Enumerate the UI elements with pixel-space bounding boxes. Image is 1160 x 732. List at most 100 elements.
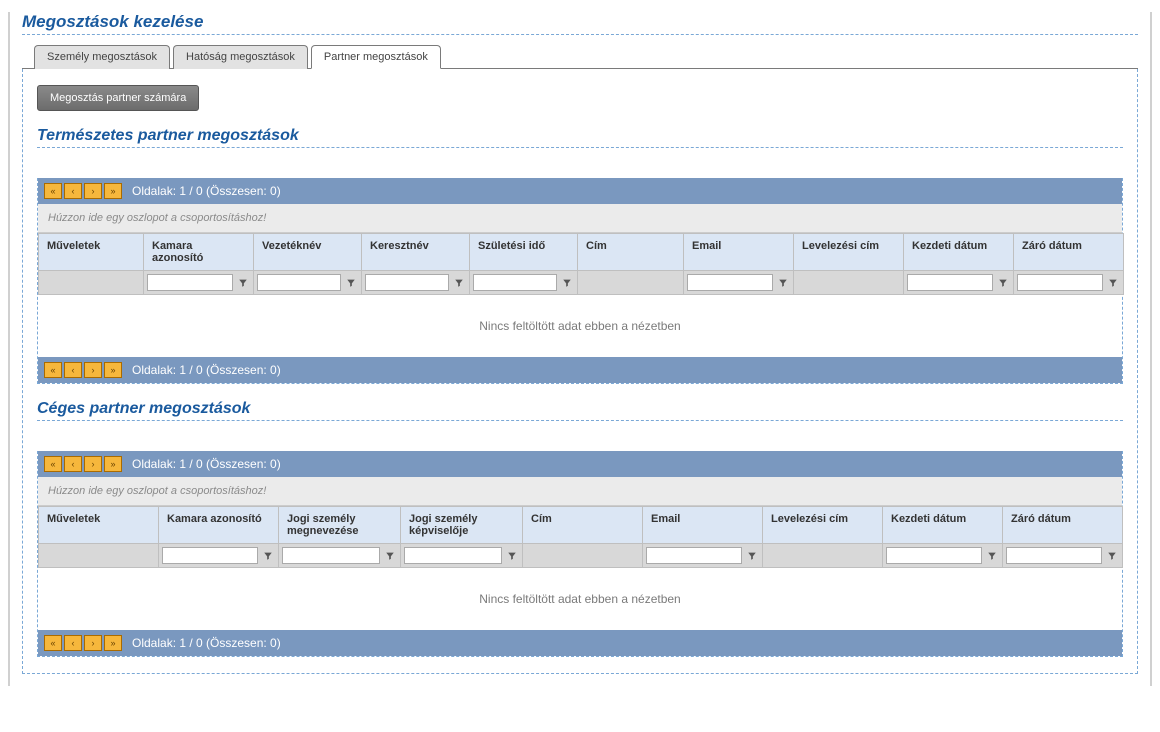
- filter-input[interactable]: [646, 547, 742, 564]
- share-for-partner-button[interactable]: Megosztás partner számára: [37, 85, 199, 111]
- filter-input[interactable]: [365, 274, 449, 291]
- prev-page-button[interactable]: ‹: [64, 456, 82, 472]
- first-page-button[interactable]: «: [44, 635, 62, 651]
- first-page-button[interactable]: «: [44, 362, 62, 378]
- column-header[interactable]: Kamara azonosító: [144, 234, 254, 271]
- column-header[interactable]: Levelezési cím: [794, 234, 904, 271]
- last-page-button[interactable]: »: [104, 183, 122, 199]
- column-header[interactable]: Születési idő: [470, 234, 578, 271]
- filter-input[interactable]: [257, 274, 341, 291]
- next-page-button[interactable]: ›: [84, 362, 102, 378]
- column-header[interactable]: Záró dátum: [1003, 507, 1123, 544]
- pager-info: Oldalak: 1 / 0 (Összesen: 0): [132, 184, 281, 198]
- filter-icon: [562, 278, 572, 288]
- company-grid: « ‹ › » Oldalak: 1 / 0 (Összesen: 0) Húz…: [37, 451, 1123, 657]
- next-page-button[interactable]: ›: [84, 635, 102, 651]
- pager-info: Oldalak: 1 / 0 (Összesen: 0): [132, 457, 281, 471]
- filter-input[interactable]: [907, 274, 993, 291]
- filter-input[interactable]: [147, 274, 233, 291]
- no-data-message: Nincs feltöltött adat ebben a nézetben: [38, 295, 1122, 357]
- next-page-button[interactable]: ›: [84, 183, 102, 199]
- last-page-button[interactable]: »: [104, 456, 122, 472]
- pager-info: Oldalak: 1 / 0 (Összesen: 0): [132, 636, 281, 650]
- filter-menu-button[interactable]: [1106, 275, 1120, 291]
- next-page-button[interactable]: ›: [84, 456, 102, 472]
- column-header[interactable]: Vezetéknév: [254, 234, 362, 271]
- filter-menu-button[interactable]: [452, 275, 466, 291]
- natural-pager-bottom: « ‹ › » Oldalak: 1 / 0 (Összesen: 0): [38, 357, 1122, 383]
- filter-cell: [643, 544, 763, 568]
- column-header[interactable]: Jogi személy képviselője: [401, 507, 523, 544]
- filter-menu-button[interactable]: [505, 548, 519, 564]
- column-header[interactable]: Záró dátum: [1014, 234, 1124, 271]
- company-table: MűveletekKamara azonosítóJogi személy me…: [38, 506, 1123, 568]
- column-header[interactable]: Cím: [578, 234, 684, 271]
- group-drop-hint[interactable]: Húzzon ide egy oszlopot a csoportosításh…: [38, 204, 1122, 233]
- filter-input[interactable]: [886, 547, 982, 564]
- filter-input[interactable]: [687, 274, 773, 291]
- filter-menu-button[interactable]: [996, 275, 1010, 291]
- column-header[interactable]: Keresztnév: [362, 234, 470, 271]
- filter-icon: [1108, 278, 1118, 288]
- column-header[interactable]: Kezdeti dátum: [883, 507, 1003, 544]
- filter-cell: [523, 544, 643, 568]
- tab-row: Személy megosztások Hatóság megosztások …: [22, 45, 1138, 69]
- filter-icon: [1107, 551, 1117, 561]
- natural-pager-top: « ‹ › » Oldalak: 1 / 0 (Összesen: 0): [38, 178, 1122, 204]
- filter-cell: [883, 544, 1003, 568]
- filter-icon: [385, 551, 395, 561]
- filter-icon: [747, 551, 757, 561]
- filter-icon: [778, 278, 788, 288]
- filter-icon: [238, 278, 248, 288]
- column-header[interactable]: Cím: [523, 507, 643, 544]
- filter-input[interactable]: [162, 547, 258, 564]
- column-header[interactable]: Jogi személy megnevezése: [279, 507, 401, 544]
- filter-menu-button[interactable]: [236, 275, 250, 291]
- column-header[interactable]: Kezdeti dátum: [904, 234, 1014, 271]
- filter-cell: [904, 271, 1014, 295]
- filter-menu-button[interactable]: [261, 548, 275, 564]
- filter-input[interactable]: [473, 274, 557, 291]
- filter-icon: [507, 551, 517, 561]
- filter-menu-button[interactable]: [344, 275, 358, 291]
- first-page-button[interactable]: «: [44, 183, 62, 199]
- filter-input[interactable]: [404, 547, 502, 564]
- tab-authority-shares[interactable]: Hatóság megosztások: [173, 45, 308, 69]
- prev-page-button[interactable]: ‹: [64, 635, 82, 651]
- filter-cell: [1003, 544, 1123, 568]
- company-pager-bottom: « ‹ › » Oldalak: 1 / 0 (Összesen: 0): [38, 630, 1122, 656]
- filter-input[interactable]: [1017, 274, 1103, 291]
- tab-panel-partner: Megosztás partner számára Természetes pa…: [22, 69, 1138, 674]
- column-header[interactable]: Műveletek: [39, 507, 159, 544]
- column-header[interactable]: Levelezési cím: [763, 507, 883, 544]
- last-page-button[interactable]: »: [104, 635, 122, 651]
- filter-menu-button[interactable]: [985, 548, 999, 564]
- filter-icon: [454, 278, 464, 288]
- tab-partner-shares[interactable]: Partner megosztások: [311, 45, 441, 69]
- column-header[interactable]: Kamara azonosító: [159, 507, 279, 544]
- filter-menu-button[interactable]: [383, 548, 397, 564]
- tab-person-shares[interactable]: Személy megosztások: [34, 45, 170, 69]
- filter-cell: [578, 271, 684, 295]
- filter-menu-button[interactable]: [745, 548, 759, 564]
- filter-menu-button[interactable]: [776, 275, 790, 291]
- filter-cell: [279, 544, 401, 568]
- filter-cell: [39, 271, 144, 295]
- column-header[interactable]: Email: [643, 507, 763, 544]
- no-data-message: Nincs feltöltött adat ebben a nézetben: [38, 568, 1122, 630]
- last-page-button[interactable]: »: [104, 362, 122, 378]
- filter-menu-button[interactable]: [1105, 548, 1119, 564]
- filter-input[interactable]: [1006, 547, 1102, 564]
- filter-cell: [144, 271, 254, 295]
- company-pager-top: « ‹ › » Oldalak: 1 / 0 (Összesen: 0): [38, 451, 1122, 477]
- column-header[interactable]: Műveletek: [39, 234, 144, 271]
- group-drop-hint[interactable]: Húzzon ide egy oszlopot a csoportosításh…: [38, 477, 1122, 506]
- filter-menu-button[interactable]: [560, 275, 574, 291]
- filter-cell: [159, 544, 279, 568]
- filter-input[interactable]: [282, 547, 380, 564]
- pager-info: Oldalak: 1 / 0 (Összesen: 0): [132, 363, 281, 377]
- column-header[interactable]: Email: [684, 234, 794, 271]
- prev-page-button[interactable]: ‹: [64, 362, 82, 378]
- prev-page-button[interactable]: ‹: [64, 183, 82, 199]
- first-page-button[interactable]: «: [44, 456, 62, 472]
